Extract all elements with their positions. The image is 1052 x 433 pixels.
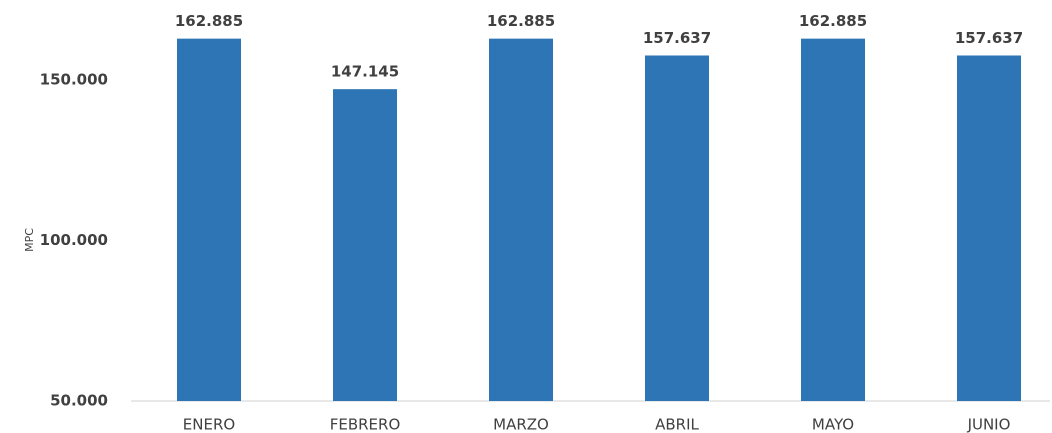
value-label: 162.885 xyxy=(175,12,243,30)
y-tick-label: 50.000 xyxy=(50,392,108,410)
x-tick-label: MAYO xyxy=(812,416,854,433)
y-tick-label: 100.000 xyxy=(40,231,108,249)
value-label: 147.145 xyxy=(331,63,399,81)
bar xyxy=(645,55,709,401)
y-axis-label: MPC xyxy=(23,228,36,252)
x-tick-label: ABRIL xyxy=(655,416,699,433)
y-tick-label: 150.000 xyxy=(40,71,108,89)
bar xyxy=(333,89,397,401)
x-tick-label: FEBRERO xyxy=(330,416,401,433)
x-tick-label: MARZO xyxy=(493,416,549,433)
bar xyxy=(957,55,1021,401)
value-label: 157.637 xyxy=(643,29,711,47)
bar xyxy=(801,38,865,401)
value-label: 162.885 xyxy=(799,12,867,30)
bar xyxy=(177,38,241,401)
value-label: 157.637 xyxy=(955,29,1023,47)
x-tick-label: JUNIO xyxy=(967,416,1011,433)
value-label: 162.885 xyxy=(487,12,555,30)
bar xyxy=(489,38,553,401)
x-tick-label: ENERO xyxy=(183,416,235,433)
